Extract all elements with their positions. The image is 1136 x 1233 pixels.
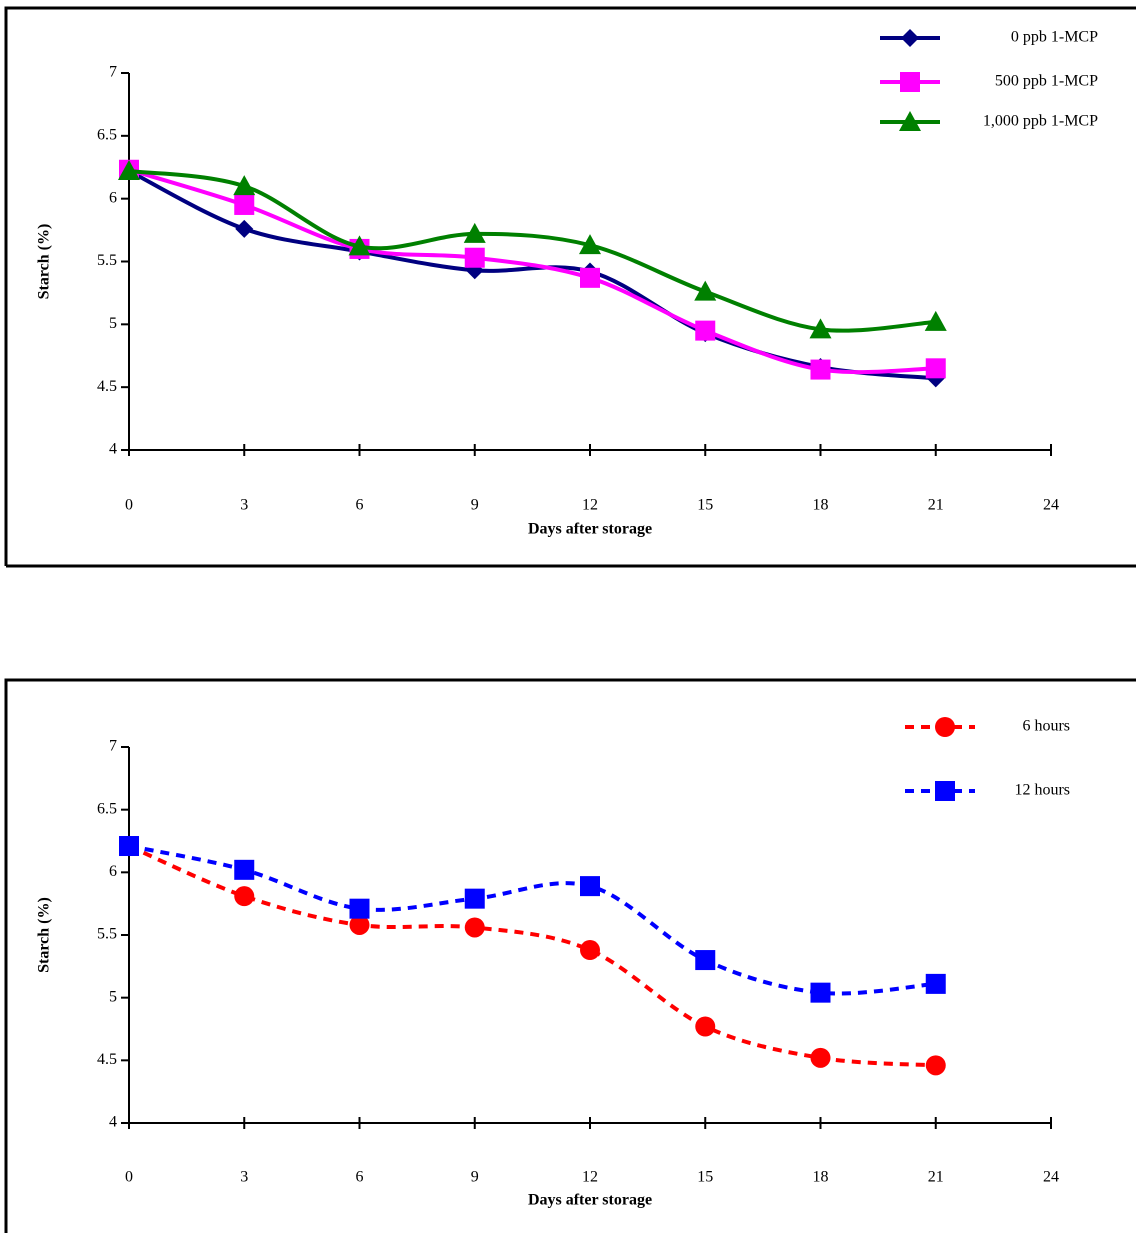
marker — [349, 914, 370, 935]
y-tick-label: 5 — [109, 315, 117, 332]
x-tick-label: 6 — [356, 1169, 364, 1186]
marker — [579, 234, 601, 255]
marker — [119, 836, 139, 857]
marker — [464, 247, 485, 268]
x-axis-title: Days after storage — [528, 521, 652, 538]
legend-label: 6 hours — [1022, 718, 1070, 735]
marker — [695, 1016, 716, 1037]
x-tick-label: 18 — [813, 497, 829, 514]
x-tick-label: 24 — [1043, 497, 1059, 514]
series-line — [128, 167, 936, 375]
marker — [580, 940, 600, 961]
y-tick-label: 7 — [109, 64, 117, 81]
y-tick-label: 7 — [109, 738, 117, 755]
x-tick-label: 0 — [125, 1169, 133, 1186]
x-tick-label: 0 — [125, 497, 133, 514]
x-tick-label: 3 — [240, 497, 248, 514]
marker — [234, 859, 255, 880]
marker — [924, 310, 947, 331]
marker — [235, 219, 254, 238]
series-line — [128, 844, 936, 996]
legend-marker — [899, 111, 921, 131]
legend-marker — [900, 72, 920, 92]
marker — [810, 359, 831, 380]
marker — [809, 318, 832, 339]
marker — [349, 898, 370, 919]
legend-label: 1,000 ppb 1-MCP — [983, 113, 1098, 130]
y-tick-label: 6 — [109, 863, 117, 880]
marker — [348, 235, 371, 256]
marker — [234, 886, 255, 907]
marker — [234, 194, 255, 215]
x-axis-title: Days after storage — [528, 1192, 652, 1209]
x-tick-label: 24 — [1043, 1169, 1059, 1186]
x-tick-label: 12 — [582, 497, 598, 514]
x-tick-label: 21 — [928, 1169, 944, 1186]
marker — [233, 175, 256, 196]
marker — [925, 973, 946, 994]
legend-marker — [935, 781, 955, 801]
marker — [464, 917, 485, 938]
legend-marker — [901, 29, 919, 47]
marker — [695, 950, 716, 971]
y-tick-label: 4 — [109, 1114, 117, 1131]
y-tick-label: 5.5 — [97, 926, 117, 943]
y-tick-label: 5.5 — [97, 252, 117, 269]
legend-label: 0 ppb 1-MCP — [1011, 29, 1098, 46]
x-tick-label: 6 — [356, 497, 364, 514]
x-tick-label: 15 — [697, 1169, 713, 1186]
marker — [810, 1047, 831, 1068]
y-tick-label: 4 — [109, 441, 117, 458]
y-axis-title: Starch (%) — [36, 224, 53, 300]
x-tick-label: 15 — [697, 497, 713, 514]
marker — [694, 280, 717, 301]
y-tick-label: 6.5 — [97, 127, 117, 144]
marker — [580, 267, 600, 288]
y-tick-label: 4.5 — [97, 1051, 117, 1068]
marker — [925, 1055, 946, 1076]
marker — [464, 888, 485, 909]
x-tick-label: 21 — [928, 497, 944, 514]
frame — [4, 678, 1136, 1233]
y-tick-label: 6 — [109, 189, 117, 206]
marker — [695, 320, 716, 341]
x-tick-label: 9 — [471, 1169, 479, 1186]
x-tick-label: 18 — [813, 1169, 829, 1186]
marker — [925, 358, 946, 379]
series-line — [128, 169, 936, 333]
x-tick-label: 12 — [582, 1169, 598, 1186]
y-axis-title: Starch (%) — [36, 897, 53, 973]
legend-label: 12 hours — [1014, 782, 1070, 799]
y-tick-label: 6.5 — [97, 800, 117, 817]
legend-label: 500 ppb 1-MCP — [995, 73, 1098, 90]
x-tick-label: 3 — [240, 1169, 248, 1186]
y-tick-label: 5 — [109, 988, 117, 1005]
frame — [4, 6, 1136, 568]
marker — [463, 222, 486, 243]
marker — [580, 876, 600, 897]
marker — [810, 982, 831, 1003]
legend-marker — [935, 717, 955, 737]
marker — [118, 160, 140, 181]
x-tick-label: 9 — [471, 497, 479, 514]
y-tick-label: 4.5 — [97, 378, 117, 395]
